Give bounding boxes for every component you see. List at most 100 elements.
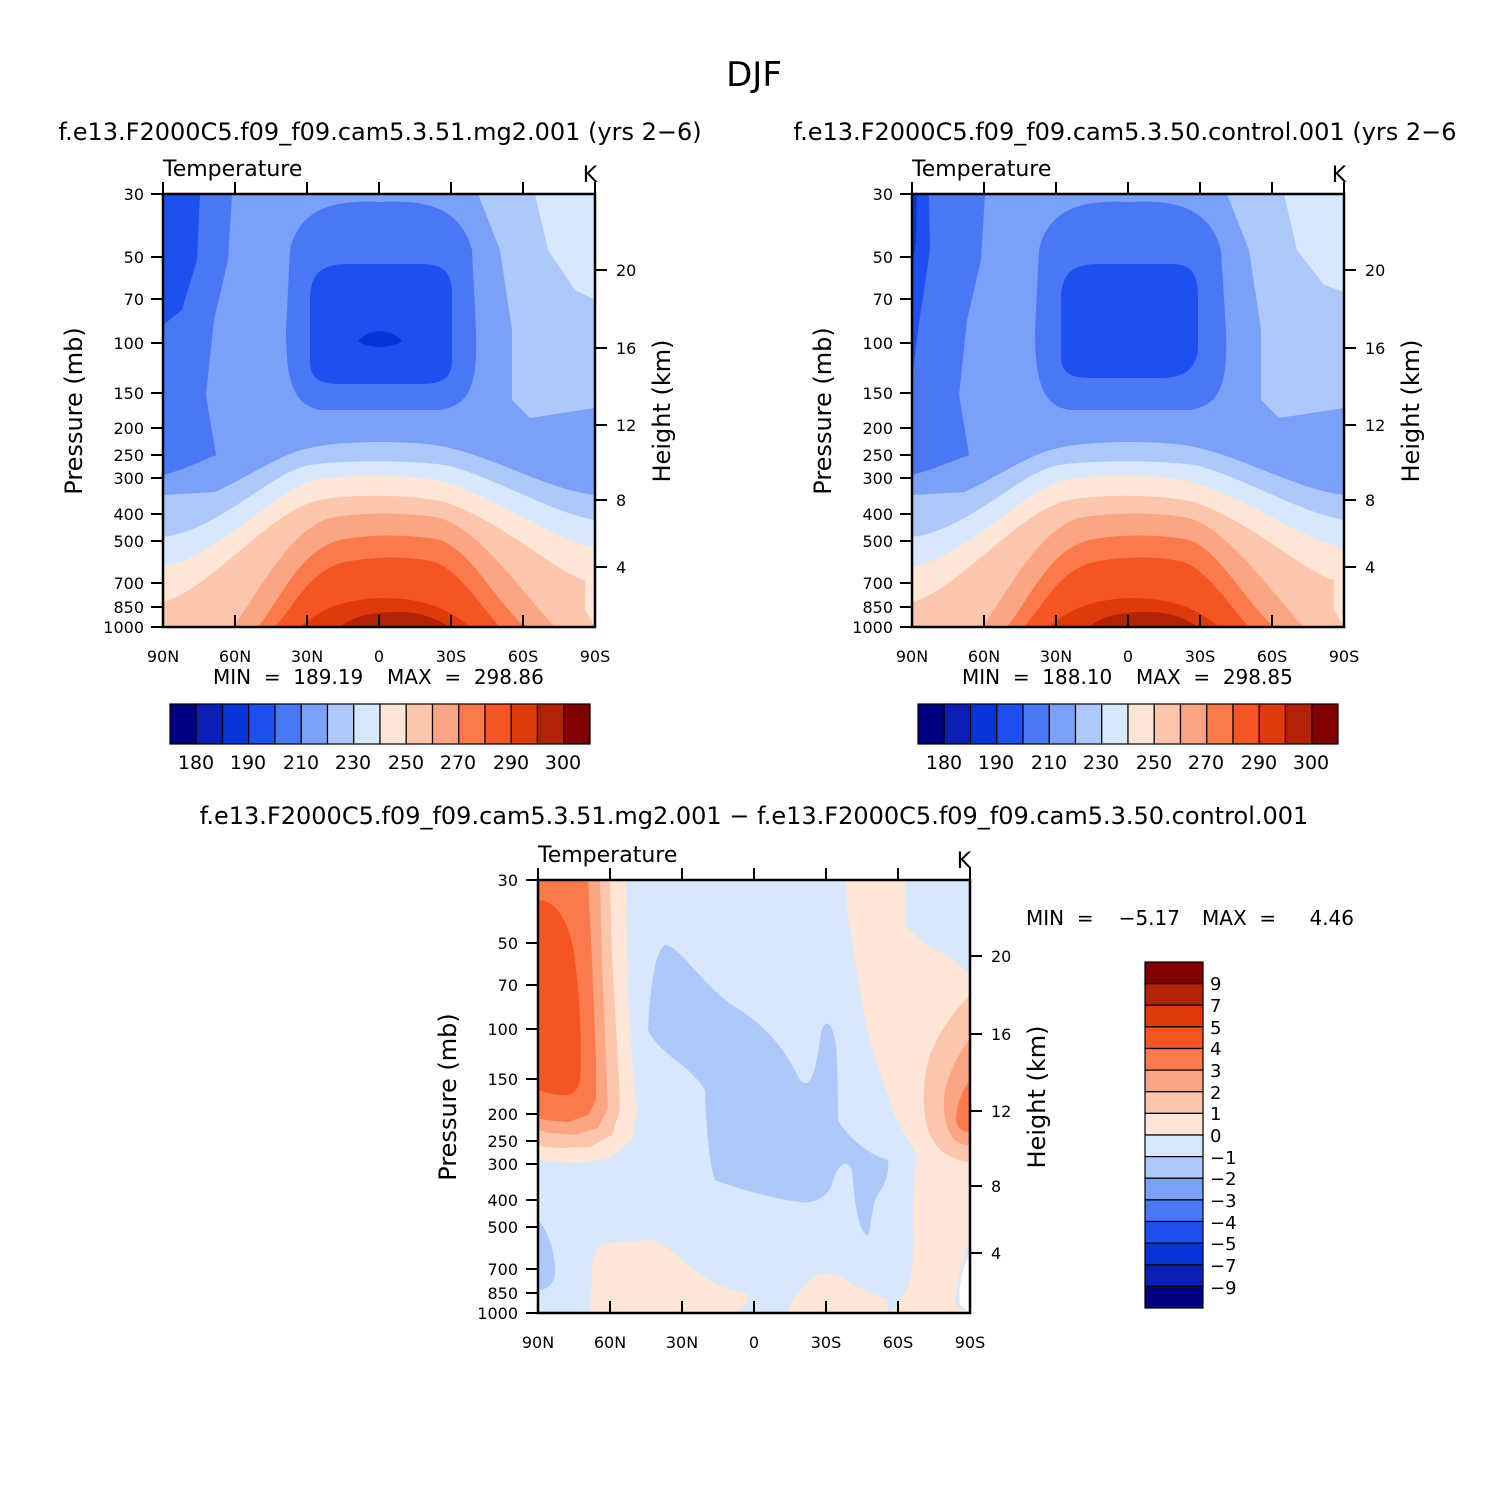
y-tick-label: 50 (498, 934, 518, 953)
colorbar-label: 230 (335, 752, 371, 774)
panel-title: f.e13.F2000C5.f09_f09.cam5.3.51.mg2.001 … (200, 802, 1309, 830)
y-tick-label: 850 (113, 598, 144, 617)
y2-tick-label: 4 (616, 558, 626, 577)
y2-tick-label: 20 (991, 947, 1011, 966)
y-tick-label: 70 (124, 290, 144, 309)
contour-band-240-ne (1284, 194, 1344, 292)
y-tick-label: 150 (487, 1070, 518, 1089)
colorbar-swatch (1144, 961, 1204, 985)
panel-control: f.e13.F2000C5.f09_f09.cam5.3.50.control.… (793, 118, 1456, 774)
y2-tick-label: 8 (991, 1177, 1001, 1196)
contour-band-0-1-east (845, 880, 970, 1313)
contour-band-190-core (310, 264, 452, 384)
max-label: MAX = (1202, 906, 1276, 930)
y-tick-label: 200 (862, 419, 893, 438)
y-tick-label: 200 (113, 419, 144, 438)
y2-tick-label: 8 (1365, 491, 1375, 510)
y2-ticks (595, 269, 607, 568)
y-tick-labels: 30 50 70 100 150 200 250 300 400 500 700… (477, 871, 518, 1323)
x-ticks (537, 868, 971, 1313)
colorbar-swatch (1048, 703, 1077, 745)
y-tick-label: 30 (498, 871, 518, 890)
contour-band-neg1-neg2-sw (538, 1220, 556, 1290)
contour-band-0-1-surface-mid (788, 1273, 888, 1313)
variable-label: Temperature (537, 843, 677, 868)
y-tick-label: 70 (873, 290, 893, 309)
colorbar-swatch (536, 703, 565, 745)
colorbar-swatch (300, 703, 329, 745)
min-value: −5.17 (1119, 906, 1180, 930)
x-tick-labels: 90N 60N 30N 0 30S 60S 90S (522, 1333, 985, 1352)
x-tick-label: 30S (436, 647, 467, 666)
y2-tick-label: 16 (616, 339, 636, 358)
colorbar-swatch (248, 703, 276, 745)
y-ticks (151, 193, 163, 628)
colorbar-label: 300 (545, 752, 581, 774)
colorbar-swatch (1153, 703, 1182, 745)
y-tick-label: 300 (113, 469, 144, 488)
colorbar-swatch (1284, 703, 1313, 745)
min-label: MIN = 189.19 (213, 665, 363, 689)
colorbar-label: 4 (1210, 1039, 1221, 1060)
min-label: MIN = (1026, 906, 1094, 930)
colorbar-swatch (969, 703, 998, 745)
colorbar-swatch (1179, 703, 1208, 745)
colorbar-swatch (1144, 1220, 1204, 1244)
colorbar-swatch (1144, 1047, 1204, 1071)
colorbar-label: 270 (1188, 752, 1224, 774)
contour-band-240-ne (535, 194, 595, 300)
x-tick-label: 90N (522, 1333, 554, 1352)
colorbar-swatch (1144, 1134, 1204, 1158)
colorbar-label: −2 (1210, 1169, 1237, 1190)
y-tick-label: 700 (113, 574, 144, 593)
x-tick-label: 90S (580, 647, 611, 666)
y2-ticks (970, 955, 982, 1254)
x-tick-label: 90N (896, 647, 928, 666)
y-tick-label: 50 (124, 248, 144, 267)
colorbar-label: 210 (1031, 752, 1067, 774)
colorbar-swatch (326, 703, 355, 745)
y-tick-label: 400 (487, 1191, 518, 1210)
x-tick-label: 0 (374, 647, 384, 666)
colorbar-swatch (1144, 983, 1204, 1006)
colorbar-label: 5 (1210, 1018, 1221, 1039)
colorbar-label: −9 (1210, 1278, 1237, 1299)
contour-band-190-core (1061, 264, 1198, 378)
colorbar-label: 250 (1136, 752, 1172, 774)
y-tick-label: 850 (862, 598, 893, 617)
colorbar-labels: 9 7 5 4 3 2 1 0 −1 −2 −3 −4 −5 −7 −9 (1210, 974, 1237, 1299)
contour-band-190-nw (912, 194, 930, 380)
x-tick-label: 60N (219, 647, 251, 666)
y-tick-label: 500 (113, 532, 144, 551)
colorbar-swatch (1127, 703, 1155, 745)
x-tick-label: 60N (968, 647, 1000, 666)
y-ticks (526, 879, 538, 1314)
units-label: K (583, 163, 598, 188)
y2-axis-label: Height (km) (1397, 340, 1425, 483)
panel-difference: f.e13.F2000C5.f09_f09.cam5.3.51.mg2.001 … (200, 802, 1354, 1352)
contour-field (538, 880, 970, 1313)
y-axis-label: Pressure (mb) (60, 327, 88, 494)
colorbar-label: 270 (440, 752, 476, 774)
x-tick-label: 30N (666, 1333, 698, 1352)
colorbar-swatch (169, 703, 197, 745)
x-tick-label: 90S (955, 1333, 986, 1352)
colorbar-label: 290 (1241, 752, 1277, 774)
colorbar-label: 2 (1210, 1083, 1221, 1104)
x-tick-label: 30N (1040, 647, 1072, 666)
colorbar-label: 180 (926, 752, 962, 774)
y2-tick-label: 12 (616, 416, 636, 435)
y-tick-labels: 30 50 70 100 150 200 250 300 400 500 700… (852, 185, 893, 637)
colorbar-label: 3 (1210, 1061, 1221, 1082)
y-tick-label: 850 (487, 1284, 518, 1303)
colorbar-swatch (917, 703, 945, 745)
colorbar-swatch (1232, 703, 1260, 745)
colorbar-label: −3 (1210, 1191, 1237, 1212)
colorbar-swatch (1144, 1177, 1204, 1201)
y2-tick-label: 16 (991, 1025, 1011, 1044)
y-tick-label: 700 (487, 1260, 518, 1279)
colorbar-swatch (353, 703, 381, 745)
contour-band-185-min (358, 331, 402, 347)
colorbar-swatch (1022, 703, 1050, 745)
contour-band-200-west (912, 194, 985, 475)
